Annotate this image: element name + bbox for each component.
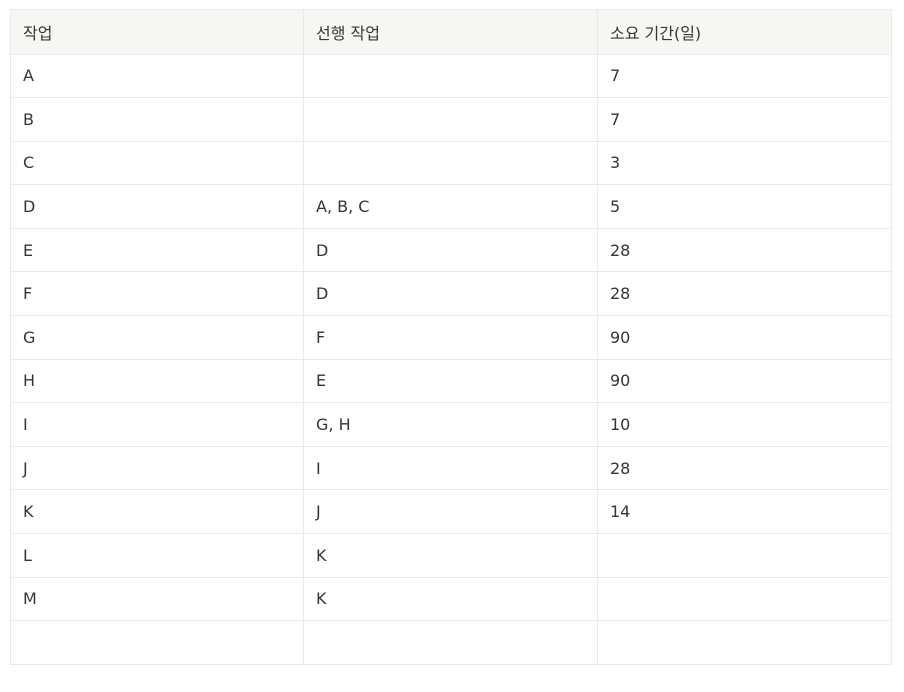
cell-duration[interactable]: 7 xyxy=(597,53,892,99)
cell-task[interactable] xyxy=(10,620,304,665)
table-row: H E 90 xyxy=(10,358,892,404)
cell-predecessor[interactable]: D xyxy=(303,271,598,317)
cell-task[interactable]: M xyxy=(10,576,304,622)
table-row: J I 28 xyxy=(10,445,892,491)
cell-duration[interactable]: 14 xyxy=(597,489,892,535)
table-row: I G, H 10 xyxy=(10,402,892,447)
cell-predecessor[interactable] xyxy=(303,140,598,186)
cell-task[interactable]: F xyxy=(10,271,304,317)
task-table-container: 작업 선행 작업 소요 기간(일) A 7 B 7 C 3 D A, B, C 5 E D 28 F D 2… xyxy=(10,9,892,665)
cell-task[interactable]: D xyxy=(10,184,304,229)
header-duration-days[interactable]: 소요 기간(일) xyxy=(597,9,892,55)
table-row xyxy=(10,620,892,665)
cell-duration[interactable]: 90 xyxy=(597,358,892,404)
cell-predecessor[interactable]: G, H xyxy=(303,402,598,447)
table-row: E D 28 xyxy=(10,227,892,273)
cell-duration[interactable]: 10 xyxy=(597,402,892,447)
cell-task[interactable]: B xyxy=(10,97,304,142)
cell-predecessor[interactable] xyxy=(303,620,598,665)
cell-duration[interactable]: 5 xyxy=(597,184,892,229)
cell-duration[interactable]: 28 xyxy=(597,445,892,491)
cell-predecessor[interactable]: K xyxy=(303,576,598,622)
cell-predecessor[interactable]: D xyxy=(303,227,598,273)
table-row: F D 28 xyxy=(10,271,892,317)
cell-predecessor[interactable]: J xyxy=(303,489,598,535)
header-predecessor[interactable]: 선행 작업 xyxy=(303,9,598,55)
cell-task[interactable]: A xyxy=(10,53,304,99)
table-header-row: 작업 선행 작업 소요 기간(일) xyxy=(10,9,892,55)
table-row: K J 14 xyxy=(10,489,892,535)
cell-duration[interactable] xyxy=(597,576,892,622)
header-task[interactable]: 작업 xyxy=(10,9,304,55)
cell-predecessor[interactable]: K xyxy=(303,533,598,578)
table-row: G F 90 xyxy=(10,315,892,360)
cell-duration[interactable] xyxy=(597,620,892,665)
cell-duration[interactable] xyxy=(597,533,892,578)
task-table: 작업 선행 작업 소요 기간(일) A 7 B 7 C 3 D A, B, C 5 E D 28 F D 2… xyxy=(10,9,892,665)
cell-predecessor[interactable]: F xyxy=(303,315,598,360)
cell-task[interactable]: C xyxy=(10,140,304,186)
cell-task[interactable]: E xyxy=(10,227,304,273)
cell-task[interactable]: L xyxy=(10,533,304,578)
cell-task[interactable]: I xyxy=(10,402,304,447)
cell-predecessor[interactable]: E xyxy=(303,358,598,404)
cell-duration[interactable]: 7 xyxy=(597,97,892,142)
cell-predecessor[interactable] xyxy=(303,53,598,99)
cell-task[interactable]: G xyxy=(10,315,304,360)
cell-task[interactable]: J xyxy=(10,445,304,491)
cell-duration[interactable]: 28 xyxy=(597,271,892,317)
cell-task[interactable]: H xyxy=(10,358,304,404)
cell-duration[interactable]: 90 xyxy=(597,315,892,360)
cell-predecessor[interactable]: A, B, C xyxy=(303,184,598,229)
cell-task[interactable]: K xyxy=(10,489,304,535)
cell-duration[interactable]: 28 xyxy=(597,227,892,273)
cell-predecessor[interactable]: I xyxy=(303,445,598,491)
cell-duration[interactable]: 3 xyxy=(597,140,892,186)
cell-predecessor[interactable] xyxy=(303,97,598,142)
